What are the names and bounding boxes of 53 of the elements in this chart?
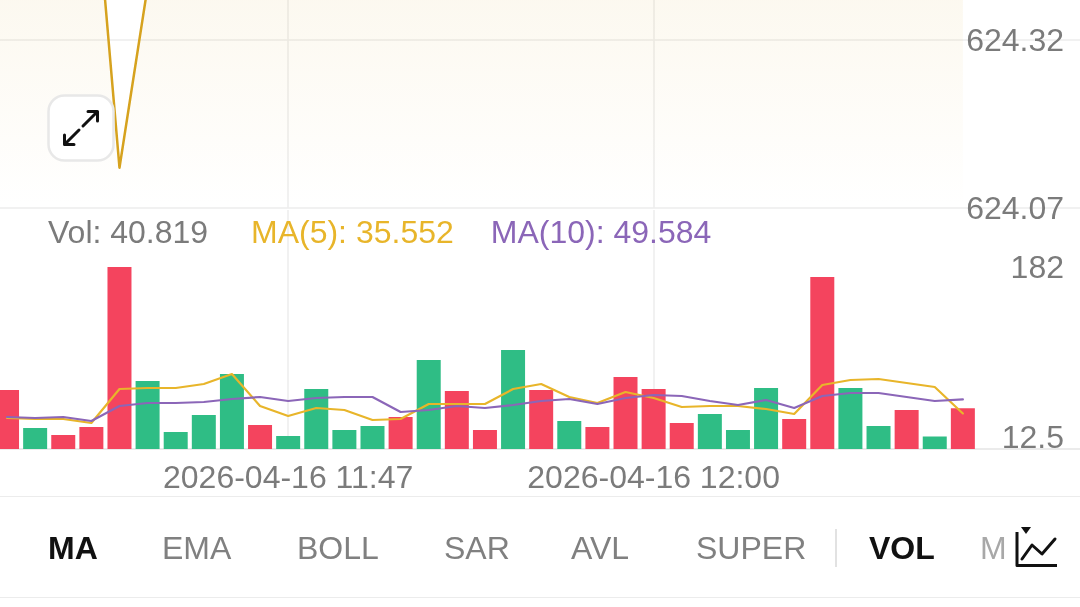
bar (472, 430, 497, 449)
annotation: Vol: 40.819 (48, 214, 209, 250)
bar (388, 417, 413, 449)
bar (641, 389, 666, 449)
bar (191, 415, 216, 449)
text: SAR (444, 530, 510, 566)
bar (79, 427, 104, 449)
text: SUPER (696, 530, 807, 566)
bar (613, 377, 638, 449)
y-tick-label: 12.5 (1001, 418, 1064, 455)
bar (950, 408, 975, 449)
y-tick-label: 624.32 (966, 22, 1064, 59)
bar (276, 436, 301, 449)
bar (697, 414, 722, 449)
line-series (5, 372, 964, 425)
bar (894, 410, 919, 449)
bar (219, 374, 244, 449)
x-tick-label: 2026-04-16 11:47 (163, 459, 414, 495)
bar (529, 390, 554, 449)
x-tick-label: 2026-04-16 12:00 (527, 459, 780, 495)
text: M (980, 530, 1007, 566)
bar (332, 430, 357, 449)
y-tick-label: 182 (1010, 249, 1064, 285)
bar (810, 277, 835, 449)
bar (248, 425, 273, 449)
bar (163, 432, 188, 449)
text: MA (48, 530, 98, 566)
bar (782, 419, 807, 449)
bar (501, 350, 526, 449)
bar (416, 360, 441, 449)
text: VOL (869, 530, 935, 566)
bar (754, 388, 779, 449)
bar (444, 391, 469, 449)
text: EMA (162, 530, 232, 566)
bar (838, 388, 863, 449)
bar (23, 428, 48, 449)
text: MA(5): 35.552 (251, 214, 454, 250)
bar (135, 381, 160, 449)
bar (360, 426, 385, 449)
bar (304, 389, 329, 449)
bar (585, 427, 610, 449)
bar (557, 421, 582, 449)
y-tick-label: 624.07 (966, 190, 1064, 226)
text: BOLL (297, 530, 379, 566)
bar (669, 423, 694, 449)
text: MA(10): 49.584 (490, 214, 712, 250)
text: AVL (571, 530, 630, 566)
bar (725, 430, 750, 449)
line-series (5, 391, 964, 423)
bar (107, 267, 132, 449)
bar (51, 435, 76, 449)
bar (922, 436, 947, 449)
bar (866, 426, 891, 449)
